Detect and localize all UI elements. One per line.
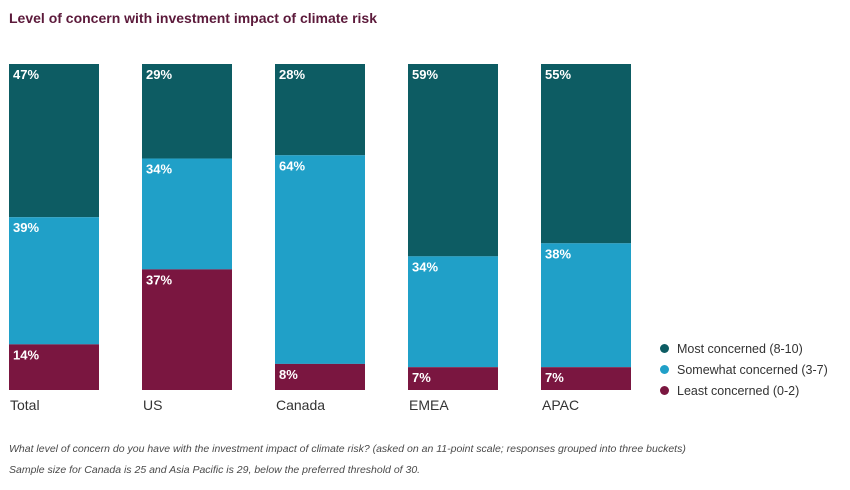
category-label-total: Total (10, 397, 40, 413)
data-label-most-us: 29% (146, 67, 172, 82)
data-label-least-apac: 7% (545, 370, 564, 385)
bar-segment-somewhat-emea (408, 256, 498, 368)
legend-label-least: Least concerned (0-2) (677, 383, 800, 398)
chart-title: Level of concern with investment impact … (9, 10, 377, 26)
bar-segment-most-total (9, 64, 99, 218)
data-label-most-apac: 55% (545, 67, 571, 82)
data-label-least-us: 37% (146, 272, 172, 287)
legend-label-somewhat: Somewhat concerned (3-7) (677, 362, 828, 377)
data-label-most-canada: 28% (279, 67, 305, 82)
footnote-sample-size: Sample size for Canada is 25 and Asia Pa… (9, 464, 421, 476)
bar-segment-least-apac (541, 367, 631, 390)
data-label-most-total: 47% (13, 67, 39, 82)
category-label-emea: EMEA (409, 397, 449, 413)
data-label-least-emea: 7% (412, 370, 431, 385)
bar-segment-least-emea (408, 367, 498, 390)
legend-swatch-least (660, 386, 669, 395)
data-label-least-canada: 8% (279, 367, 298, 382)
bar-segment-least-us (142, 269, 232, 390)
chart-legend: Most concerned (8-10) Somewhat concerned… (660, 338, 828, 401)
bar-segment-least-total (9, 344, 99, 390)
data-label-somewhat-apac: 38% (545, 246, 571, 261)
data-label-somewhat-total: 39% (13, 220, 39, 235)
legend-item-most: Most concerned (8-10) (660, 338, 828, 359)
legend-swatch-most (660, 344, 669, 353)
category-label-canada: Canada (276, 397, 325, 413)
legend-label-most: Most concerned (8-10) (677, 341, 803, 356)
data-label-most-emea: 59% (412, 67, 438, 82)
bar-segment-most-canada (275, 64, 365, 156)
category-label-apac: APAC (542, 397, 579, 413)
bar-segment-most-us (142, 64, 232, 159)
category-label-us: US (143, 397, 162, 413)
footnote-question: What level of concern do you have with t… (9, 443, 686, 455)
bar-segment-somewhat-canada (275, 155, 365, 364)
bar-segment-least-canada (275, 363, 365, 390)
data-label-least-total: 14% (13, 347, 39, 362)
bar-segment-somewhat-us (142, 158, 232, 270)
data-label-somewhat-canada: 64% (279, 158, 305, 173)
bar-segment-somewhat-apac (541, 243, 631, 368)
bar-segment-somewhat-total (9, 217, 99, 345)
bar-segment-most-emea (408, 64, 498, 257)
bar-segment-most-apac (541, 64, 631, 244)
legend-item-somewhat: Somewhat concerned (3-7) (660, 359, 828, 380)
data-label-somewhat-emea: 34% (412, 259, 438, 274)
legend-swatch-somewhat (660, 365, 669, 374)
data-label-somewhat-us: 34% (146, 162, 172, 177)
legend-item-least: Least concerned (0-2) (660, 380, 828, 401)
